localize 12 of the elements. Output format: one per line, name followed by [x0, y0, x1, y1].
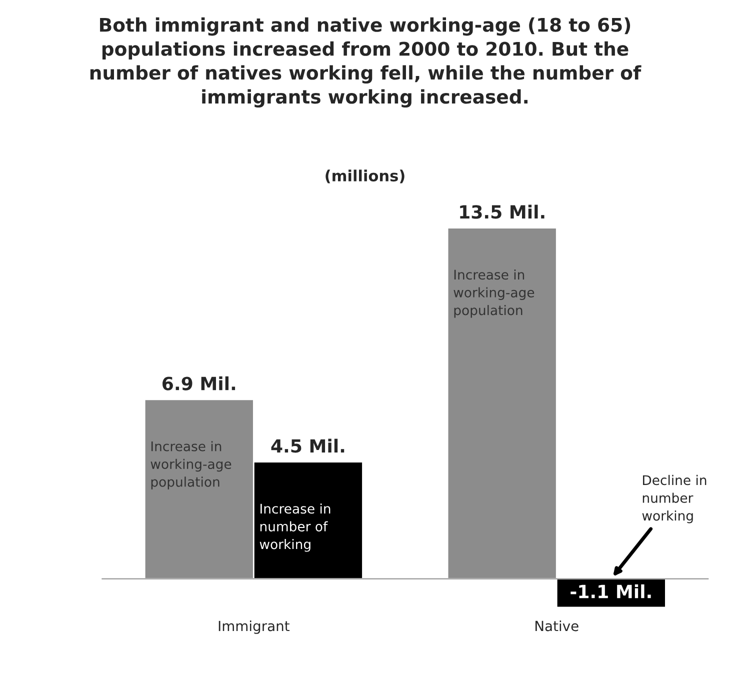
data-label: 6.9 Mil. [162, 376, 236, 390]
chart-subtitle: (millions) [326, 170, 404, 184]
series-label: Increase in working-age population [150, 441, 232, 490]
series-label: Increase in number of working [260, 503, 330, 552]
annotation: Decline in number working [642, 474, 706, 524]
x-tick-label: Native [536, 620, 578, 632]
x-tick-label: Immigrant [218, 620, 290, 634]
data-label: -1.1 Mil. [570, 584, 651, 598]
chart-title: Both immigrant and native working-age (18 to 65) populations increased from 2000 to 2010. But the number of natives working fell, while the number of immigrants working increased. [90, 17, 642, 108]
text: Increase in working-age population [454, 269, 534, 318]
data-label: 13.5 Mil. [460, 204, 544, 219]
data-label: 4.5 Mil. [271, 438, 344, 453]
